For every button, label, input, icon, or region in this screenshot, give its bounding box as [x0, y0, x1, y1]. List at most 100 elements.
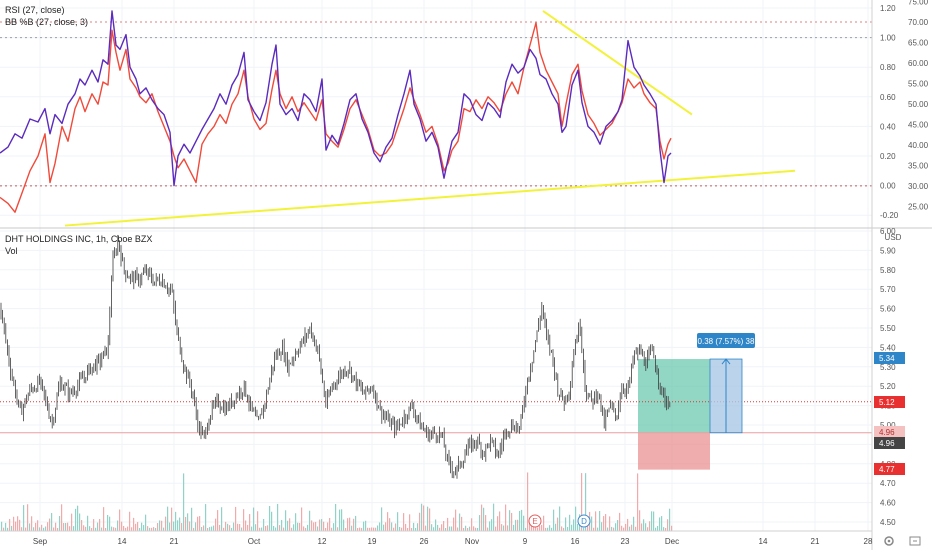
volume-bar	[525, 527, 527, 531]
oscillator-axis-tick-right: 45.00	[908, 121, 929, 130]
volume-bar	[527, 472, 529, 531]
volume-bar	[535, 526, 537, 531]
volume-bar	[129, 511, 131, 531]
volume-bar	[275, 527, 277, 531]
symbol-title[interactable]: DHT HOLDINGS INC, 1h, Cboe BZX	[5, 234, 152, 244]
volume-bar	[123, 525, 125, 531]
time-axis-tick: 19	[368, 537, 377, 546]
loss-zone	[638, 432, 710, 470]
volume-bar	[407, 528, 409, 531]
volume-bar	[299, 522, 301, 531]
volume-bar	[39, 527, 41, 531]
volume-bar	[301, 507, 303, 531]
price-tags: 5.34 5.12 4.96 4.96 4.77	[874, 352, 905, 475]
volume-bar	[295, 513, 297, 531]
event-marker	[577, 514, 591, 528]
volume-bar	[401, 527, 403, 531]
volume-bar	[541, 524, 543, 531]
volume-bar	[597, 527, 599, 531]
volume-bar	[375, 527, 377, 531]
oscillator-axis-tick-left: 0.40	[880, 122, 896, 131]
volume-bar	[437, 524, 439, 531]
volume-bar	[445, 527, 447, 531]
volume-bar	[179, 517, 181, 531]
time-axis-tick: Nov	[465, 537, 479, 546]
volume-bar	[457, 527, 459, 531]
volume-bar	[137, 522, 139, 531]
volume-bar	[359, 527, 361, 531]
legend-bb-percent-b[interactable]: BB %B (27, close, 3)	[5, 17, 88, 27]
position-tool[interactable]	[638, 359, 710, 470]
volume-bar	[423, 505, 425, 531]
volume-bar	[639, 510, 641, 531]
volume-bar	[475, 527, 477, 531]
volume-bar	[513, 524, 515, 531]
volume-bar	[245, 520, 247, 531]
volume-bar	[471, 518, 473, 531]
legend-rsi[interactable]: RSI (27, close)	[5, 5, 65, 15]
volume-bar	[461, 516, 463, 531]
time-axis-tick: Sep	[33, 537, 48, 546]
volume-bar	[169, 522, 171, 531]
volume-bar	[317, 526, 319, 531]
volume-bar	[571, 524, 573, 531]
volume-bar	[277, 503, 279, 531]
volume-bar	[657, 526, 659, 531]
volume-bar	[63, 523, 65, 531]
volume-bar	[459, 513, 461, 531]
volume-bar	[189, 521, 191, 531]
measure-label-box	[697, 333, 755, 348]
volume-bar	[149, 527, 151, 531]
volume-bar	[431, 524, 433, 531]
volume-bar	[127, 526, 129, 531]
volume-bar	[167, 506, 169, 531]
gear-icon[interactable]	[884, 536, 894, 546]
volume-bar	[515, 519, 517, 531]
volume-bar	[309, 510, 311, 531]
volume-bar	[247, 524, 249, 531]
price-tag-box	[874, 463, 905, 475]
event-marker	[528, 514, 542, 528]
volume-bar	[233, 522, 235, 531]
volume-bar	[215, 518, 217, 531]
volume-bar	[155, 527, 157, 531]
volume-bar	[521, 509, 523, 531]
volume-bar	[347, 518, 349, 531]
volume-bar	[635, 526, 637, 531]
volume-bar	[653, 511, 655, 531]
volume-bar	[583, 527, 585, 531]
volume-bar	[339, 509, 341, 531]
volume-bar	[573, 519, 575, 531]
volume-bar	[93, 519, 95, 531]
volume-bar	[369, 527, 371, 531]
volume-bar	[87, 515, 89, 531]
volume-bar	[463, 527, 465, 531]
volume-bar	[613, 527, 615, 531]
volume-bar	[133, 517, 135, 531]
volume-bar	[67, 522, 69, 531]
measure-tool[interactable]: 0.38 (7.57%) 38	[697, 333, 755, 434]
scale-settings-icon[interactable]	[909, 536, 921, 546]
oscillator-trendlines[interactable]	[64, 10, 796, 227]
measure-arrowhead	[721, 358, 731, 365]
oscillator-axis-tick-right: 55.00	[908, 80, 929, 89]
volume-bar	[497, 516, 499, 531]
volume-bar	[465, 525, 467, 531]
volume-bar	[177, 520, 179, 531]
volume-bar	[255, 524, 257, 531]
volume-bar	[191, 507, 193, 531]
oscillator-axis-tick-right: 40.00	[908, 141, 929, 150]
volume-bar	[543, 515, 545, 531]
price-axis-tick: 5.50	[880, 324, 896, 333]
volume-bar	[1, 521, 3, 531]
trendline	[64, 169, 796, 227]
volume-bar	[297, 522, 299, 531]
volume-legend[interactable]: Vol	[5, 246, 18, 256]
time-axis-tick: 21	[170, 537, 179, 546]
volume-bar	[29, 523, 31, 531]
volume-bar	[91, 527, 93, 531]
oscillator-axis-tick-right: 65.00	[908, 39, 929, 48]
